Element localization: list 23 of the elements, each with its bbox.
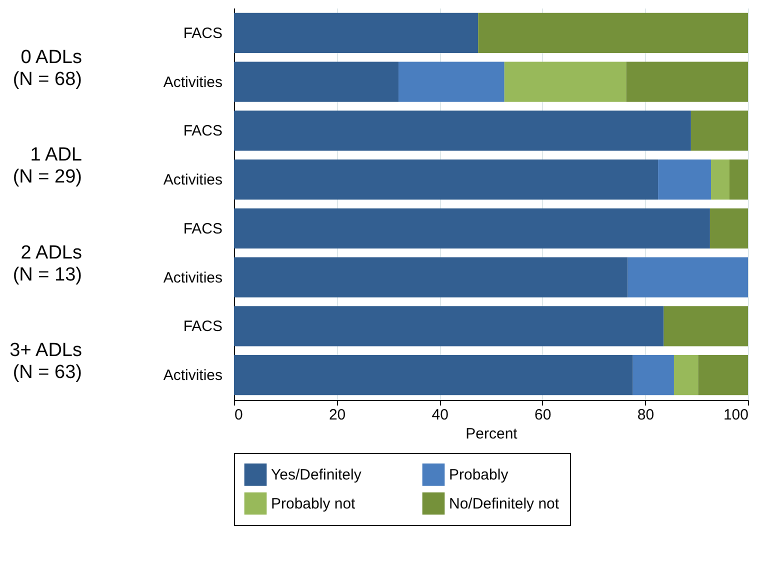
text: 1 ADL (N = 29) <box>12 144 82 188</box>
x-tick-label: 60 <box>534 406 552 424</box>
y-tick-label: FACS <box>183 220 222 238</box>
legend-label: No/Definitely not <box>449 496 560 512</box>
x-tick-label: 0 <box>234 406 243 424</box>
x-axis-title: Percent <box>466 426 518 442</box>
x-tick-label: 80 <box>637 406 654 424</box>
y-tick-label: FACS <box>183 24 222 42</box>
x-tick-label: 40 <box>432 406 448 424</box>
y-tick-label: FACS <box>183 318 222 336</box>
legend-label: Probably not <box>271 496 356 512</box>
text: 2 ADLs (N = 13) <box>12 242 82 286</box>
y-tick-label: Activities <box>163 367 222 384</box>
text: 0 ADLs (N = 68) <box>12 46 82 90</box>
y-tick-label: FACS <box>183 122 222 140</box>
legend-label: Probably <box>449 466 509 484</box>
legend-label: Yes/Definitely <box>271 466 362 484</box>
text: 3+ ADLs (N = 63) <box>10 340 82 384</box>
x-tick-label: 20 <box>328 406 346 424</box>
y-tick-label: Activities <box>163 172 222 189</box>
y-tick-label: Activities <box>163 269 222 286</box>
x-tick-label: 100 <box>723 406 748 424</box>
y-tick-label: Activities <box>163 74 222 91</box>
